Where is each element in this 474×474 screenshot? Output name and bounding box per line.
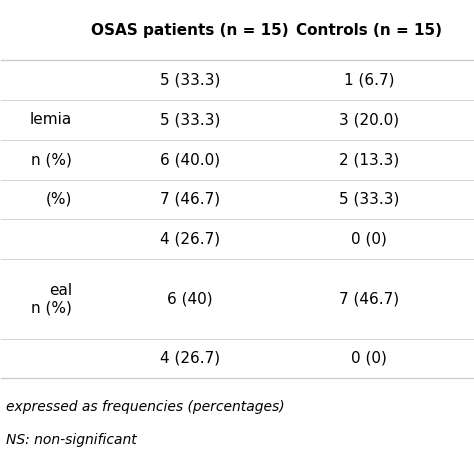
Text: OSAS patients (n = 15): OSAS patients (n = 15) xyxy=(91,23,289,37)
Text: 4 (26.7): 4 (26.7) xyxy=(160,351,220,366)
Text: 2 (13.3): 2 (13.3) xyxy=(339,152,399,167)
Text: eal
n (%): eal n (%) xyxy=(31,283,72,315)
Text: expressed as frequencies (percentages): expressed as frequencies (percentages) xyxy=(6,400,285,414)
Text: Controls (n = 15): Controls (n = 15) xyxy=(296,23,442,37)
Text: 6 (40.0): 6 (40.0) xyxy=(160,152,220,167)
Text: 7 (46.7): 7 (46.7) xyxy=(160,192,220,207)
Text: 1 (6.7): 1 (6.7) xyxy=(344,73,394,88)
Text: 3 (20.0): 3 (20.0) xyxy=(339,112,399,128)
Text: 7 (46.7): 7 (46.7) xyxy=(339,292,399,306)
Text: (%): (%) xyxy=(46,192,72,207)
Text: lemia: lemia xyxy=(30,112,72,128)
Text: NS: non-significant: NS: non-significant xyxy=(6,433,137,447)
Text: 4 (26.7): 4 (26.7) xyxy=(160,232,220,246)
Text: 0 (0): 0 (0) xyxy=(351,351,387,366)
Text: 5 (33.3): 5 (33.3) xyxy=(160,73,220,88)
Text: n (%): n (%) xyxy=(31,152,72,167)
Text: 5 (33.3): 5 (33.3) xyxy=(339,192,399,207)
Text: 6 (40): 6 (40) xyxy=(167,292,213,306)
Text: 0 (0): 0 (0) xyxy=(351,232,387,246)
Text: 5 (33.3): 5 (33.3) xyxy=(160,112,220,128)
